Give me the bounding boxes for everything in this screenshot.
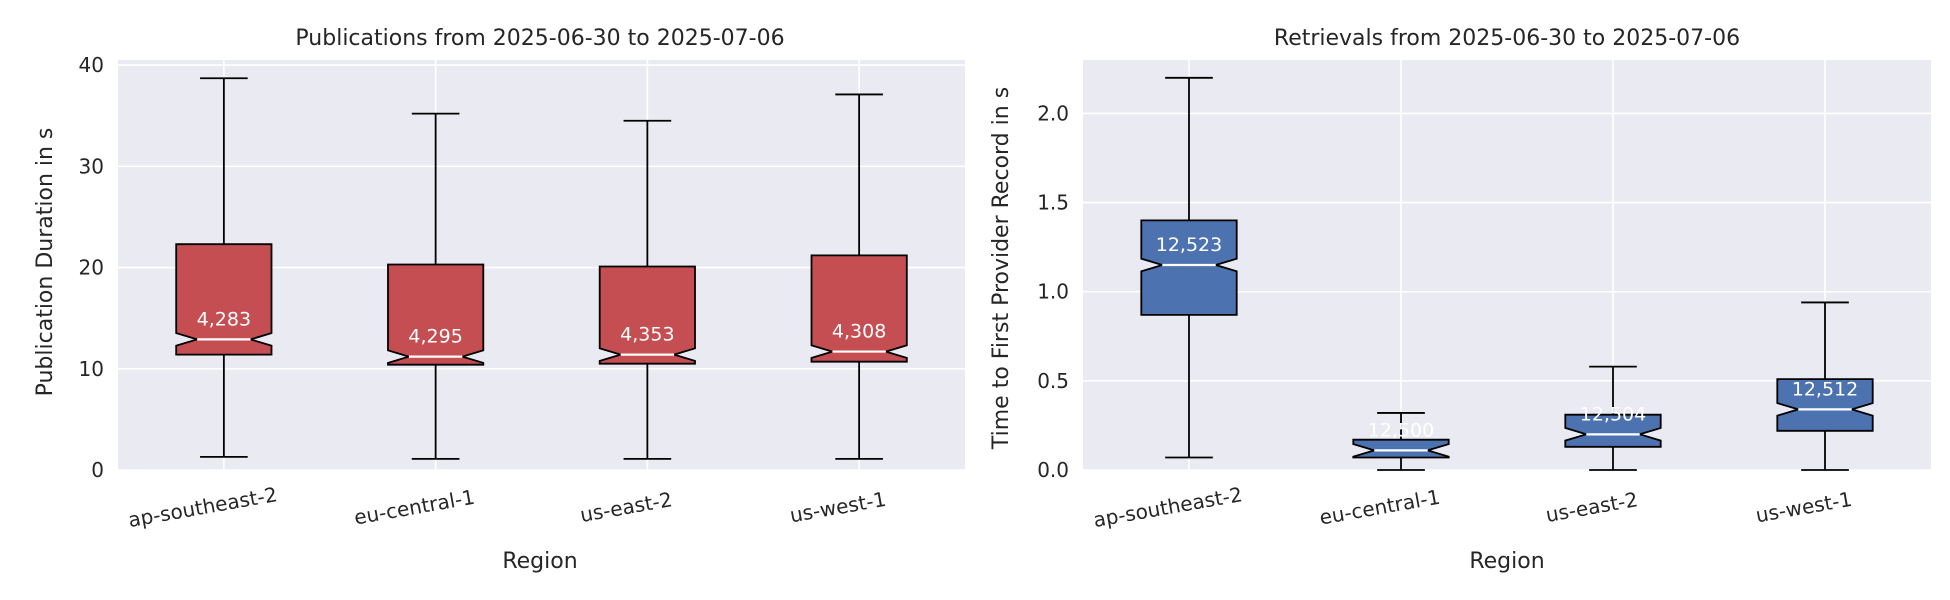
retrievals-ylabel: Time to First Provider Record in s bbox=[989, 87, 1014, 450]
publications-ylabel: Publication Duration in s bbox=[33, 128, 58, 397]
retrievals-box bbox=[1140, 219, 1238, 316]
retrievals-ytick-label: 1.0 bbox=[1037, 280, 1069, 304]
publications-ytick-label: 20 bbox=[79, 256, 104, 280]
publications-count-label: 4,283 bbox=[197, 308, 251, 330]
retrievals-box bbox=[1776, 378, 1874, 432]
retrievals-panel: Retrievals from 2025-06-30 to 2025-07-06… bbox=[989, 26, 1931, 574]
retrievals-ytick-label: 0.0 bbox=[1037, 458, 1069, 482]
publications-count-label: 4,353 bbox=[620, 324, 674, 346]
publications-ytick-label: 0 bbox=[91, 458, 104, 482]
publications-box bbox=[175, 243, 273, 356]
retrievals-count-label: 12,500 bbox=[1368, 419, 1434, 441]
publications-ytick-label: 10 bbox=[79, 357, 104, 381]
retrievals-xlabel: Region bbox=[1469, 549, 1544, 574]
publications-xtick-label: us-east-2 bbox=[578, 487, 674, 527]
retrievals-xtick-label: us-east-2 bbox=[1544, 487, 1640, 527]
retrievals-title: Retrievals from 2025-06-30 to 2025-07-06 bbox=[1274, 26, 1740, 51]
retrievals-xtick-label: us-west-1 bbox=[1754, 487, 1854, 528]
publications-panel: Publications from 2025-06-30 to 2025-07-… bbox=[33, 26, 965, 574]
publications-ytick-label: 40 bbox=[79, 53, 104, 77]
publications-xtick-label: us-west-1 bbox=[788, 487, 888, 528]
retrievals-count-label: 12,523 bbox=[1156, 234, 1222, 256]
retrievals-ytick-label: 0.5 bbox=[1037, 369, 1069, 393]
retrievals-xtick-label: ap-southeast-2 bbox=[1091, 482, 1244, 532]
publications-count-label: 4,308 bbox=[832, 321, 886, 343]
publications-xtick-label: eu-central-1 bbox=[352, 485, 476, 530]
retrievals-box bbox=[1352, 438, 1450, 459]
publications-box bbox=[598, 265, 696, 365]
publications-xtick-label: ap-southeast-2 bbox=[126, 482, 279, 532]
publications-box bbox=[387, 263, 485, 366]
publications-title: Publications from 2025-06-30 to 2025-07-… bbox=[295, 26, 784, 51]
publications-box bbox=[810, 254, 908, 363]
retrievals-count-label: 12,504 bbox=[1580, 403, 1646, 425]
retrievals-box bbox=[1564, 413, 1662, 448]
retrievals-xtick-label: eu-central-1 bbox=[1318, 485, 1442, 530]
retrievals-count-label: 12,512 bbox=[1792, 378, 1858, 400]
publications-count-label: 4,295 bbox=[408, 326, 462, 348]
publications-xlabel: Region bbox=[502, 549, 577, 574]
retrievals-ytick-label: 1.5 bbox=[1037, 191, 1069, 215]
publications-ytick-label: 30 bbox=[79, 154, 104, 178]
retrievals-ytick-label: 2.0 bbox=[1037, 101, 1069, 125]
